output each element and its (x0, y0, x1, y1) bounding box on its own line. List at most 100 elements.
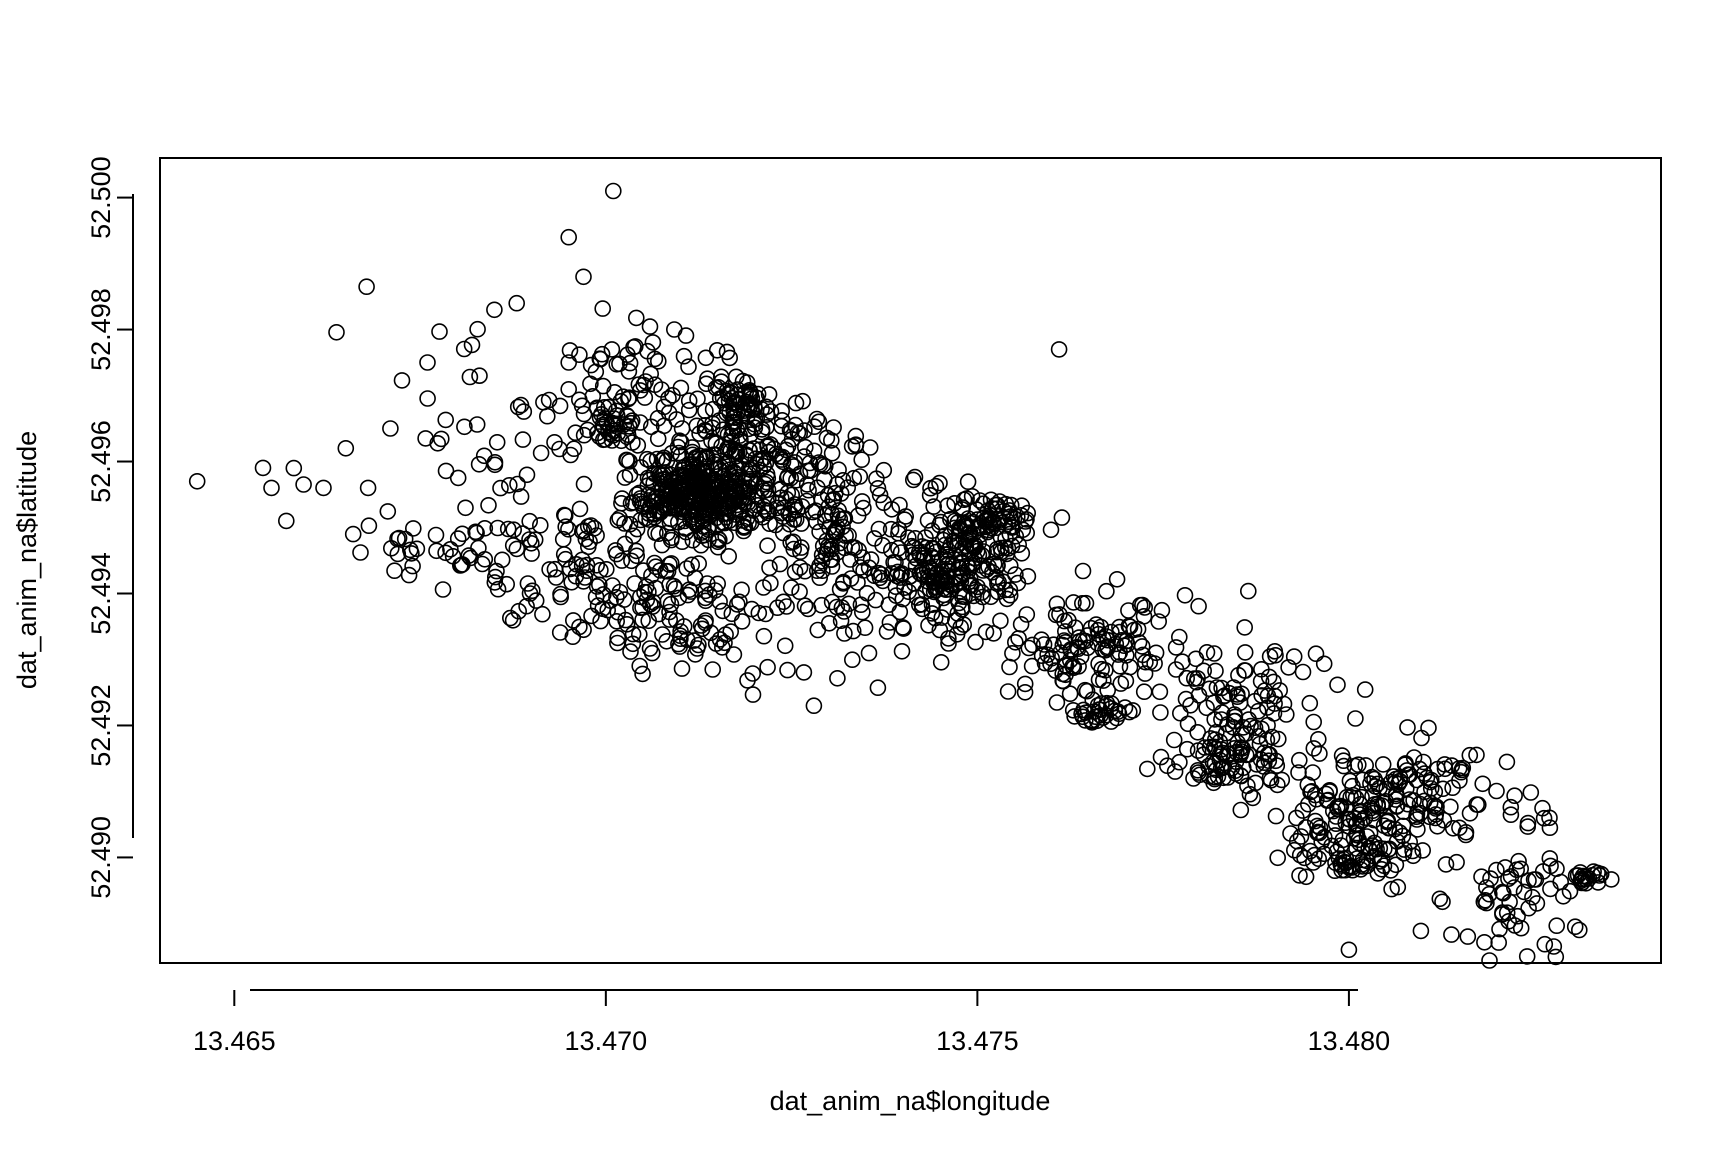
data-point (830, 502, 848, 519)
data-point (779, 661, 796, 679)
data-point (437, 411, 455, 429)
data-point (1572, 864, 1589, 881)
data-point (1147, 644, 1165, 662)
data-point (1042, 521, 1060, 539)
data-point (1166, 763, 1184, 780)
data-point (1240, 582, 1257, 600)
data-point (1454, 759, 1472, 777)
data-point (917, 529, 934, 546)
data-point (670, 635, 687, 653)
data-point (985, 625, 1002, 642)
data-point (927, 477, 945, 495)
data-point (833, 599, 851, 616)
data-point (835, 603, 853, 620)
data-point (853, 493, 871, 510)
data-point (1260, 752, 1278, 770)
data-point (504, 611, 522, 629)
data-point (813, 491, 831, 508)
data-point (642, 452, 659, 470)
data-point (691, 425, 708, 442)
data-point (869, 679, 887, 697)
data-point (1261, 648, 1279, 665)
data-point (1261, 746, 1278, 763)
data-point (646, 376, 664, 394)
data-point (593, 345, 611, 363)
data-point (1178, 669, 1195, 687)
data-point (575, 475, 593, 493)
data-point (1399, 719, 1416, 736)
data-point (618, 406, 636, 424)
data-point (878, 623, 896, 640)
data-point (776, 637, 794, 655)
data-point (1307, 645, 1325, 663)
data-point (717, 443, 734, 461)
data-point (940, 630, 957, 647)
data-point (1092, 618, 1110, 636)
data-point (670, 589, 688, 607)
data-point (1077, 594, 1095, 612)
data-point (328, 323, 345, 341)
data-point (546, 560, 564, 578)
data-point (1001, 557, 1019, 575)
data-point (758, 406, 776, 423)
data-point (589, 597, 607, 614)
data-point (1207, 662, 1224, 680)
data-point (1190, 686, 1208, 704)
data-point (671, 432, 688, 450)
data-point (1591, 867, 1608, 884)
data-point (480, 496, 497, 514)
data-point (1387, 791, 1405, 808)
data-point (625, 527, 642, 545)
data-point (758, 465, 776, 483)
data-point (725, 646, 743, 663)
data-point (1340, 941, 1358, 959)
data-point (567, 424, 584, 442)
data-point (662, 487, 679, 505)
data-point (1522, 784, 1540, 801)
data-point (1118, 647, 1135, 664)
data-point (594, 300, 612, 317)
data-point (646, 350, 664, 368)
data-point (295, 476, 312, 493)
data-point (917, 582, 934, 600)
data-point (1347, 710, 1364, 727)
data-point (1252, 751, 1270, 768)
data-point (791, 583, 808, 601)
data-point (1286, 841, 1303, 859)
y-axis: 52.490 52.492 52.494 52.496 52.498 52.500 (86, 156, 134, 899)
data-point (819, 538, 837, 555)
data-point (805, 697, 823, 715)
data-point (1309, 823, 1327, 841)
data-point (518, 466, 536, 484)
data-point (716, 634, 733, 652)
data-point (693, 527, 711, 545)
data-point (744, 686, 762, 703)
data-point (874, 572, 892, 590)
data-point (1337, 814, 1354, 832)
data-point (431, 323, 448, 340)
data-point (616, 515, 633, 532)
data-point (1111, 618, 1128, 636)
data-point (717, 626, 734, 643)
data-point (643, 644, 661, 662)
data-point (1136, 665, 1154, 682)
data-point (1151, 683, 1169, 701)
data-point (1368, 840, 1385, 858)
data-point (923, 605, 941, 622)
data-point (1108, 570, 1126, 588)
data-point (783, 486, 801, 504)
data-point (686, 646, 704, 663)
data-point (709, 533, 727, 551)
data-point (277, 512, 295, 530)
data-point (532, 444, 550, 462)
data-point (1413, 729, 1430, 747)
data-point (899, 529, 917, 547)
data-point (1178, 740, 1196, 758)
data-point (939, 497, 956, 515)
data-point (697, 582, 714, 600)
data-point (1074, 562, 1092, 580)
data-point (1007, 566, 1024, 583)
data-point (796, 562, 814, 580)
data-point (669, 438, 687, 456)
data-point (669, 513, 687, 531)
